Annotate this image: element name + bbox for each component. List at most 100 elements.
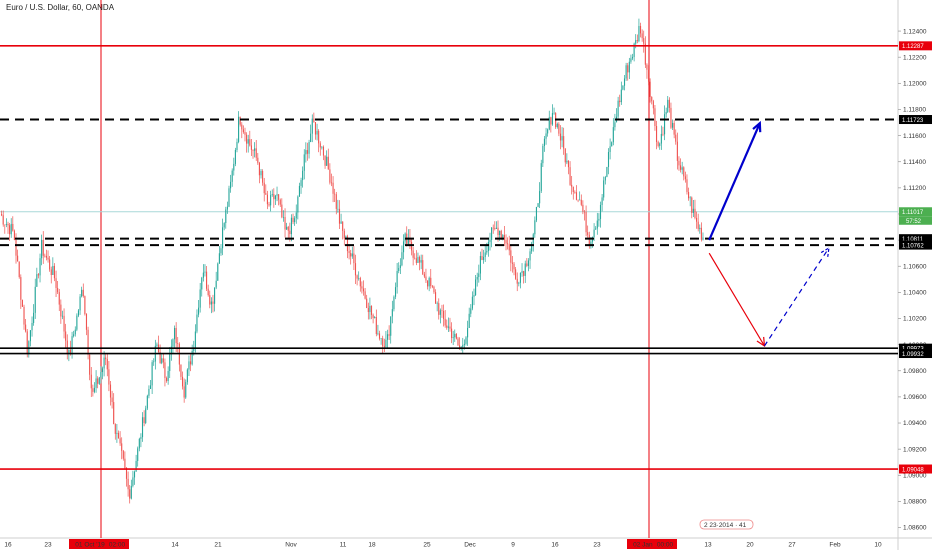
candle-body [181,376,184,387]
x-tick-label: 16 [551,542,559,549]
candle-body [2,215,4,225]
candle-body [284,217,286,230]
candle-body [57,287,59,293]
candle-body [133,471,136,478]
candle-body [636,40,638,42]
candle-body [204,271,206,273]
candle-body [13,230,15,241]
candle-body [630,58,632,62]
candle-body [662,133,664,135]
candle-body [250,145,252,150]
candle-body [697,221,699,229]
candle-body [483,256,485,260]
candle-body [20,277,22,300]
candle-body [121,443,123,451]
candle-body [377,333,379,335]
candle-body [101,368,104,373]
candle-body [100,372,102,378]
candle-body [117,432,120,439]
y-tick-label: 1.10600 [903,263,927,270]
candle-body [534,220,536,235]
candle-body [513,263,515,270]
candle-body [281,204,283,218]
candle-body [547,129,549,134]
candle-body [367,308,369,313]
candle-body [606,166,608,177]
candle-body [37,274,39,276]
candle-body [663,114,666,135]
y-tick-label: 1.11600 [903,133,926,140]
x-tick-label: 10 [874,542,882,549]
candle-body [622,85,624,90]
candle-body [207,288,209,296]
candle-body [218,253,220,264]
candle-body [680,165,682,170]
candle-body [593,229,595,238]
candle-body [18,261,20,278]
y-tick-label: 1.09000 [903,472,927,479]
candle-body [97,378,99,384]
candle-body [311,118,313,134]
level-label-bg [899,234,932,244]
x-tick-label: Nov [285,542,297,549]
candle-body [542,146,544,164]
y-tick-label: 1.11400 [903,159,926,166]
candle-body [306,150,309,154]
candle-body [518,282,520,284]
candle-body [582,204,584,212]
candle-body [29,330,31,342]
candle-body [199,289,201,308]
candle-body [646,64,648,70]
candle-body [431,285,433,287]
candle-body [473,295,475,297]
candle-body [420,260,422,263]
candle-body [407,237,409,245]
candle-body [412,250,414,258]
candle-body [675,134,677,142]
candle-body [366,298,368,309]
candle-body [444,318,446,326]
candle-body [263,182,265,194]
candle-body [689,197,691,199]
candle-body [185,382,187,398]
candle-body [7,223,9,226]
candle-body [553,112,555,114]
candle-body [426,280,429,287]
level-label: 1.10811 [902,237,924,243]
candle-body [362,288,365,292]
candle-body [491,227,493,240]
candle-body [210,301,212,305]
candle-body [300,180,302,186]
candle-body [390,316,392,336]
x-tick-label: 23 [593,542,601,549]
candle-body [699,227,701,229]
candle-body [372,314,374,318]
candle-body [465,337,467,344]
candle-body [69,349,72,355]
y-tick-label: 1.12400 [903,28,927,35]
candle-body [471,296,473,309]
candle-body [274,195,276,200]
candle-body [189,361,192,365]
arrow-line [708,122,761,241]
candle-body [241,124,243,130]
candle-body [510,250,512,263]
candle-body [198,307,200,315]
level-label: 1.11723 [902,118,924,124]
candle-body [119,438,121,444]
level-label-bg [899,240,932,250]
candle-body [678,160,680,166]
candle-body [212,301,214,304]
candle-body [334,193,336,195]
candle-body [428,277,430,287]
candle-body [116,432,118,434]
candle-body [654,108,656,127]
candle-body [587,232,589,235]
candle-body [214,287,216,304]
candle-body [660,133,662,144]
candle-body [55,278,57,288]
y-tick-label: 1.09400 [903,420,927,427]
candle-body [423,274,425,277]
candle-body [652,101,654,109]
